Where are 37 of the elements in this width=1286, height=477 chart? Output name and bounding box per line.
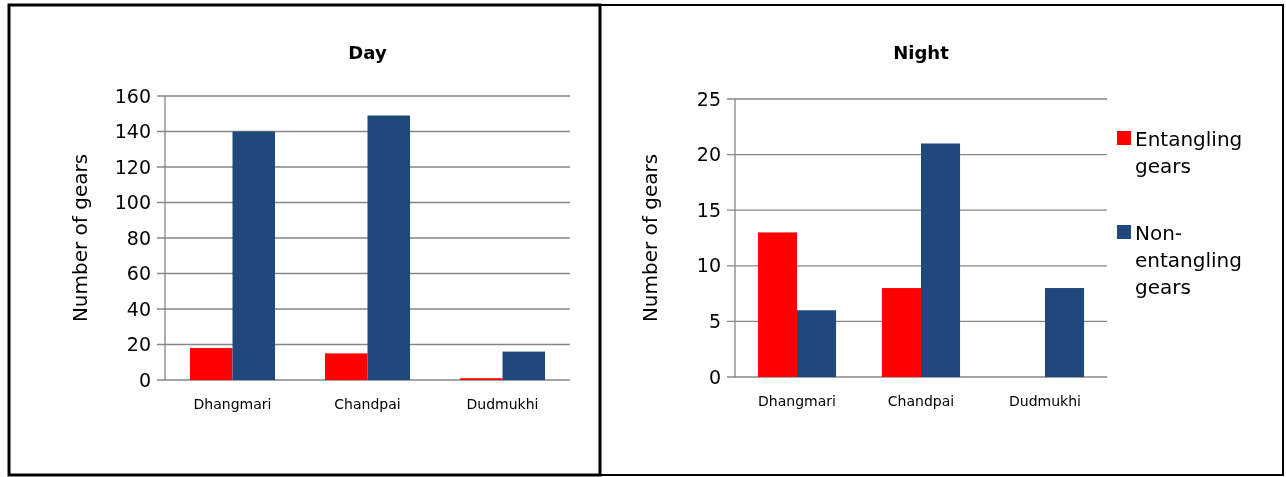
bar <box>921 143 961 377</box>
y-tick-label: 20 <box>696 143 721 166</box>
bar <box>232 131 276 380</box>
y-tick-label: 60 <box>126 262 151 285</box>
y-tick-label: 120 <box>114 155 151 178</box>
y-tick-label: 40 <box>126 297 151 320</box>
y-tick-label: 0 <box>708 365 721 388</box>
x-tick-label: Dudmukhi <box>466 396 539 412</box>
y-tick-label: 100 <box>114 191 151 214</box>
y-tick-label: 15 <box>696 198 721 221</box>
x-tick-label: Dhangmari <box>758 393 836 409</box>
y-tick-label: 25 <box>696 87 721 110</box>
y-tick-label: 80 <box>126 226 151 249</box>
x-tick-label: Dudmukhi <box>1009 393 1081 409</box>
chart-title: Day <box>348 42 387 63</box>
legend-label: Entangling gears <box>1135 127 1243 178</box>
legend-label: Non-entangling gears <box>1135 221 1242 299</box>
bar <box>367 115 411 380</box>
bar <box>1045 288 1085 377</box>
bar <box>757 232 797 377</box>
bar <box>324 353 368 380</box>
x-tick-label: Chandpai <box>334 396 401 412</box>
bar <box>502 351 546 380</box>
chart-title: Night <box>893 42 950 63</box>
x-tick-label: Chandpai <box>887 393 955 409</box>
y-tick-label: 140 <box>114 120 151 143</box>
x-tick-label: Dhangmari <box>193 396 272 412</box>
y-tick-label: 0 <box>138 368 151 391</box>
y-tick-label: 10 <box>696 254 721 277</box>
y-tick-label: 160 <box>114 84 151 107</box>
bar <box>189 348 233 380</box>
y-tick-label: 20 <box>126 333 151 356</box>
y-axis-title: Number of gears <box>68 153 92 323</box>
y-tick-label: 5 <box>708 310 721 333</box>
bar <box>797 310 837 377</box>
y-axis-title: Number of gears <box>638 153 662 323</box>
bar <box>881 288 921 377</box>
